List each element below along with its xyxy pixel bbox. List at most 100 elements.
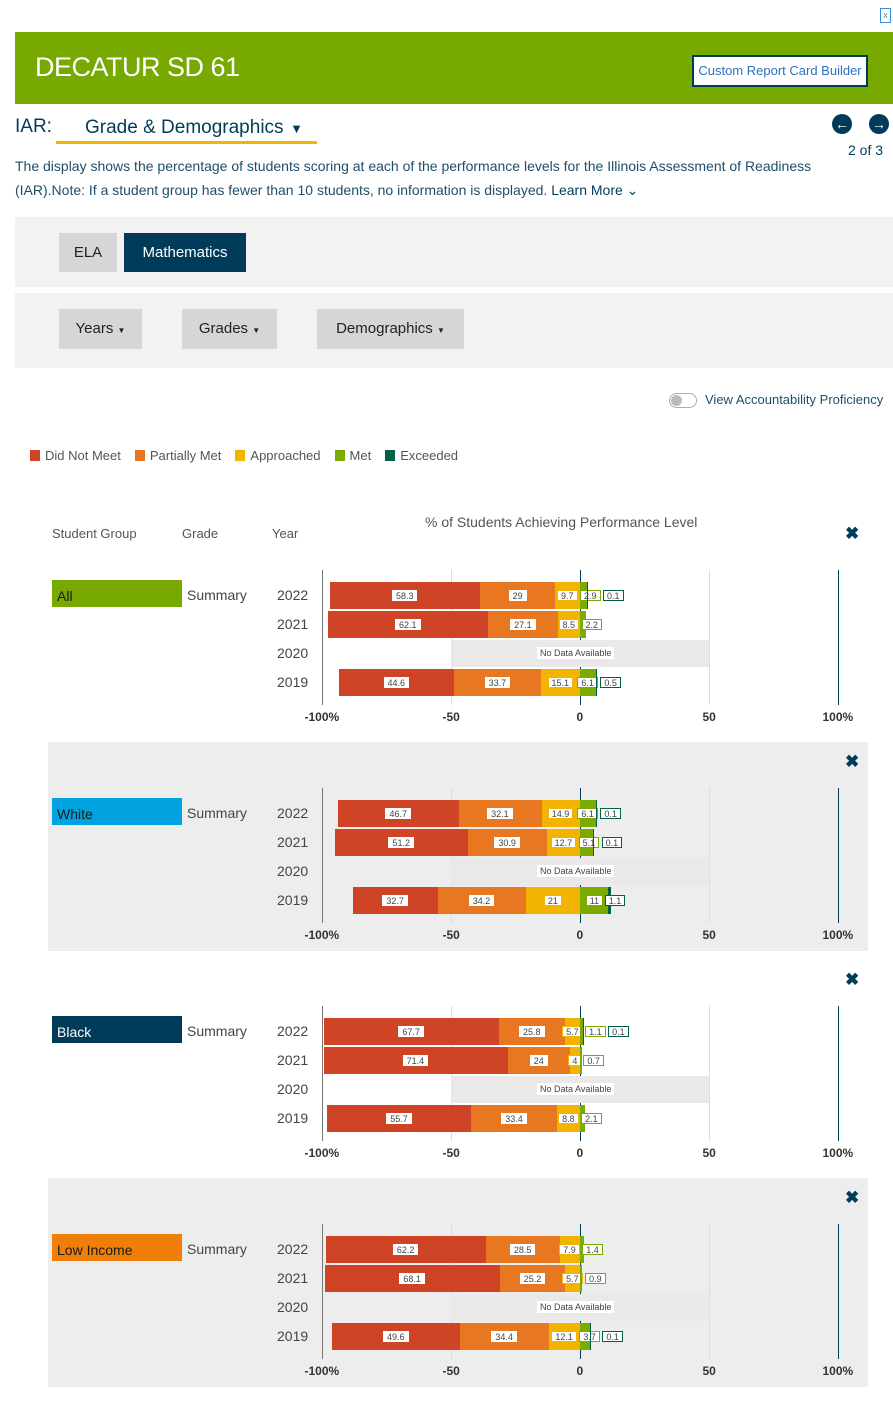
exceeded-data-label: 0.1 (600, 808, 621, 819)
partially-met-data-label: 34.4 (491, 1331, 517, 1342)
met-data-label: 6.1 (577, 808, 598, 819)
page-indicator: 2 of 3 (848, 142, 884, 158)
legend-item: Met (334, 448, 371, 463)
approached-data-label: 9.7 (556, 590, 578, 601)
tab-ela[interactable]: ELA (59, 233, 117, 272)
legend-label: Exceeded (400, 448, 459, 463)
legend-item: Did Not Meet (30, 448, 121, 463)
approached-data-label: 14.9 (547, 808, 574, 819)
grade-label: Summary (187, 1023, 247, 1039)
year-label: 2019 (277, 1328, 309, 1344)
approached-data-label: 21 (543, 895, 562, 906)
did-not-meet-data-label: 68.1 (399, 1273, 425, 1284)
custom-report-card-builder-button[interactable]: Custom Report Card Builder (692, 55, 868, 87)
did-not-meet-data-label: 62.2 (392, 1244, 419, 1255)
close-icon[interactable]: ✖ (845, 524, 860, 543)
partially-met-data-label: 34.2 (468, 895, 495, 906)
met-data-label: 2.9 (579, 590, 601, 601)
grade-label: Summary (187, 805, 247, 821)
no-data-label: No Data Available (537, 647, 615, 659)
axis-tick-label: 100% (822, 1146, 854, 1160)
axis-tick-label: 50 (702, 1146, 716, 1160)
partially-met-data-label: 33.4 (501, 1113, 527, 1124)
partially-met-data-label: 28.5 (509, 1244, 536, 1255)
close-icon[interactable]: ✖ (845, 1188, 860, 1207)
gridline (708, 1224, 710, 1359)
gridline (708, 570, 710, 705)
year-label: 2021 (277, 616, 309, 632)
view-select-value: Grade & Demographics (85, 117, 284, 138)
arrow-right-icon[interactable]: → (869, 114, 889, 134)
met-data-label: 5.1 (578, 837, 600, 848)
years-dropdown[interactable]: Years ▼ (59, 309, 142, 349)
met-bar (580, 1047, 582, 1074)
exceeded-bar (595, 669, 598, 696)
met-data-label: 11 (585, 895, 604, 906)
year-label: 2022 (277, 1241, 309, 1257)
iar-label: IAR: (15, 116, 52, 137)
exceeded-data-label: 0.1 (602, 1331, 623, 1342)
accountability-toggle-label[interactable]: View Accountability Proficiency (705, 392, 884, 407)
year-label: 2020 (277, 1299, 309, 1315)
district-title: DECATUR SD 61 (35, 52, 240, 82)
caret-down-icon: ▼ (436, 326, 445, 335)
column-student-group: Student Group (52, 526, 137, 541)
no-data-label: No Data Available (537, 865, 615, 877)
met-bar (580, 1236, 584, 1263)
met-data-label: 1.1 (585, 1026, 606, 1037)
grades-label: Grades (198, 320, 249, 337)
year-label: 2022 (277, 805, 309, 821)
exceeded-data-label: 0.1 (608, 1026, 629, 1037)
axis-tick-label: -50 (442, 1364, 460, 1378)
group-label: Low Income (52, 1234, 182, 1261)
demographics-dropdown[interactable]: Demographics ▼ (317, 309, 464, 349)
legend-item: Exceeded (385, 448, 458, 463)
partially-met-data-label: 30.9 (494, 837, 520, 848)
close-icon[interactable]: ✖ (845, 752, 860, 771)
legend-swatch (334, 450, 345, 461)
exceeded-data-label: 0.1 (602, 590, 624, 601)
axis-tick-label: 100% (822, 928, 854, 942)
axis-tick-label: 50 (702, 928, 716, 942)
years-label: Years (75, 320, 114, 337)
exceeded-data-label: 1.1 (604, 895, 626, 906)
excel-export-icon[interactable]: x (880, 8, 891, 23)
accountability-toggle[interactable] (669, 393, 697, 408)
did-not-meet-data-label: 58.3 (391, 590, 418, 601)
partially-met-data-label: 25.2 (519, 1273, 546, 1284)
axis-tick-label: -100% (304, 710, 340, 724)
axis-tick-label: 0 (576, 1146, 584, 1160)
axis-tick-label: 100% (822, 710, 854, 724)
tab-mathematics[interactable]: Mathematics (124, 233, 246, 272)
year-label: 2021 (277, 1052, 309, 1068)
grade-label: Summary (187, 1241, 247, 1257)
did-not-meet-data-label: 71.4 (402, 1055, 429, 1066)
met-data-label: 0.7 (583, 1055, 604, 1066)
arrow-left-icon[interactable]: ← (832, 114, 852, 134)
year-label: 2022 (277, 587, 309, 603)
did-not-meet-data-label: 55.7 (386, 1113, 412, 1124)
view-select[interactable]: Grade & Demographics ▼ (56, 112, 317, 144)
year-label: 2020 (277, 1081, 309, 1097)
met-bar (580, 1265, 583, 1292)
axis-tick-label: -50 (442, 710, 460, 724)
gridline (321, 788, 323, 923)
met-bar (580, 1018, 583, 1045)
axis-tick-label: -100% (304, 1364, 340, 1378)
grades-dropdown[interactable]: Grades ▼ (182, 309, 277, 349)
group-block: ✖ Low Income Summary 2022 62.2 28.5 7.9 1.4 2021… (0, 1178, 893, 1387)
toggle-knob (671, 395, 682, 406)
district-banner: DECATUR SD 61 Custom Report Card Builder (15, 32, 893, 104)
partially-met-data-label: 29 (508, 590, 527, 601)
did-not-meet-data-label: 62.1 (395, 619, 421, 630)
year-label: 2020 (277, 645, 309, 661)
learn-more-link[interactable]: Learn More ⌄ (551, 182, 638, 198)
legend-swatch (30, 450, 40, 461)
met-data-label: 1.4 (582, 1244, 603, 1255)
met-data-label: 2.2 (581, 619, 603, 630)
description: The display shows the percentage of stud… (15, 154, 815, 202)
approached-data-label: 8.5 (558, 619, 580, 630)
close-icon[interactable]: ✖ (845, 970, 860, 989)
column-grade: Grade (182, 526, 219, 541)
demographics-label: Demographics (336, 320, 433, 337)
